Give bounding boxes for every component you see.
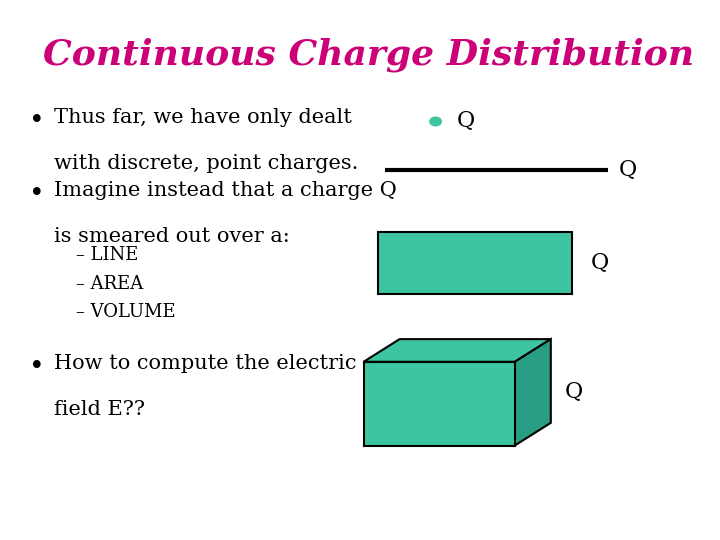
Text: •: • (29, 108, 45, 133)
Text: •: • (29, 354, 45, 379)
Text: Q: Q (565, 381, 583, 403)
Text: Imagine instead that a charge Q: Imagine instead that a charge Q (54, 181, 397, 200)
Text: – LINE: – LINE (76, 246, 138, 264)
Text: field E??: field E?? (54, 400, 145, 419)
Text: with discrete, point charges.: with discrete, point charges. (54, 154, 359, 173)
Text: is smeared out over a:: is smeared out over a: (54, 227, 289, 246)
Circle shape (430, 117, 441, 126)
Bar (378, 232, 572, 294)
Polygon shape (515, 339, 551, 446)
Text: Q: Q (619, 159, 637, 181)
Text: •: • (29, 181, 45, 206)
Text: Thus far, we have only dealt: Thus far, we have only dealt (54, 108, 352, 127)
Text: Q: Q (457, 111, 475, 132)
Text: – VOLUME: – VOLUME (76, 303, 175, 321)
Text: Q: Q (590, 252, 608, 274)
Text: Continuous Charge Distribution: Continuous Charge Distribution (43, 38, 694, 72)
Bar (364, 362, 515, 446)
Text: How to compute the electric: How to compute the electric (54, 354, 356, 373)
Polygon shape (364, 339, 551, 362)
Text: – AREA: – AREA (76, 275, 143, 293)
